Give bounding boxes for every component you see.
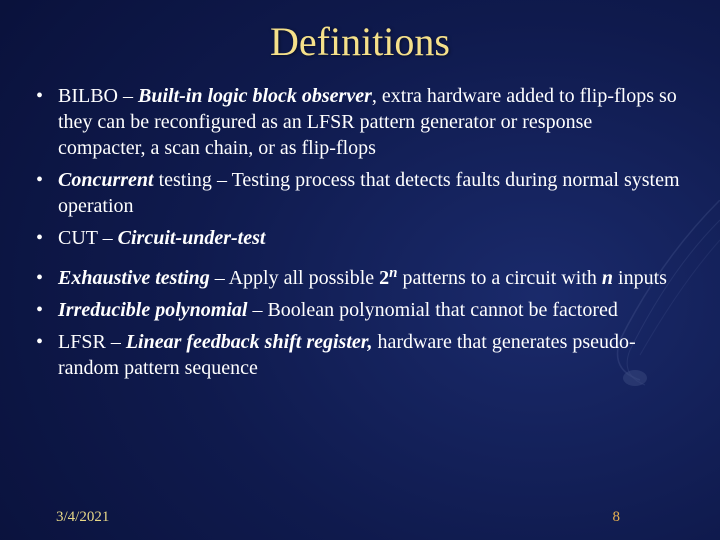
- bullet-exhaustive: • Exhaustive testing – Apply all possibl…: [36, 265, 684, 291]
- footer-page-number: 8: [613, 509, 621, 526]
- term-word: testing: [154, 169, 212, 191]
- bullet-text: Exhaustive testing – Apply all possible …: [58, 265, 684, 291]
- bullet-concurrent: • Concurrent testing – Testing process t…: [36, 167, 684, 219]
- term: Irreducible polynomial: [58, 299, 247, 321]
- bullet-text: LFSR – Linear feedback shift register, h…: [58, 329, 684, 381]
- term-after: patterns to a circuit with: [398, 267, 602, 289]
- term-end: inputs: [613, 267, 667, 289]
- term-expansion: Linear feedback shift register,: [126, 331, 373, 353]
- term-expansion: Built-in logic block observer: [138, 85, 372, 107]
- term: Exhaustive testing: [58, 267, 210, 289]
- bullet-text: Irreducible polynomial – Boolean polynom…: [58, 297, 684, 323]
- term: CUT: [58, 227, 98, 249]
- bullet-mark: •: [36, 329, 58, 381]
- bullet-lfsr: • LFSR – Linear feedback shift register,…: [36, 329, 684, 381]
- term: LFSR: [58, 331, 106, 353]
- slide-title: Definitions: [0, 0, 720, 83]
- term: BILBO: [58, 85, 118, 107]
- bullet-mark: •: [36, 225, 58, 251]
- bullet-mark: •: [36, 167, 58, 219]
- bullet-irreducible: • Irreducible polynomial – Boolean polyn…: [36, 297, 684, 323]
- bullet-cut: • CUT – Circuit-under-test: [36, 225, 684, 251]
- slide-content: • BILBO – Built-in logic block observer,…: [0, 83, 720, 381]
- bullet-mark: •: [36, 83, 58, 161]
- bullet-text: Concurrent testing – Testing process tha…: [58, 167, 684, 219]
- slide-footer: 3/4/2021 8: [0, 509, 720, 526]
- bullet-mark: •: [36, 265, 58, 291]
- exponent: n: [389, 265, 397, 281]
- bullet-text: BILBO – Built-in logic block observer, e…: [58, 83, 684, 161]
- base: 2: [379, 267, 389, 289]
- variable-n: n: [602, 267, 613, 289]
- term-rest: – Boolean polynomial that cannot be fact…: [247, 299, 617, 321]
- bullet-bilbo: • BILBO – Built-in logic block observer,…: [36, 83, 684, 161]
- bullet-mark: •: [36, 297, 58, 323]
- term-expansion: Circuit-under-test: [118, 227, 266, 249]
- term: Concurrent: [58, 169, 154, 191]
- bullet-text: CUT – Circuit-under-test: [58, 225, 684, 251]
- term-mid: – Apply all possible: [210, 267, 379, 289]
- footer-date: 3/4/2021: [56, 509, 109, 526]
